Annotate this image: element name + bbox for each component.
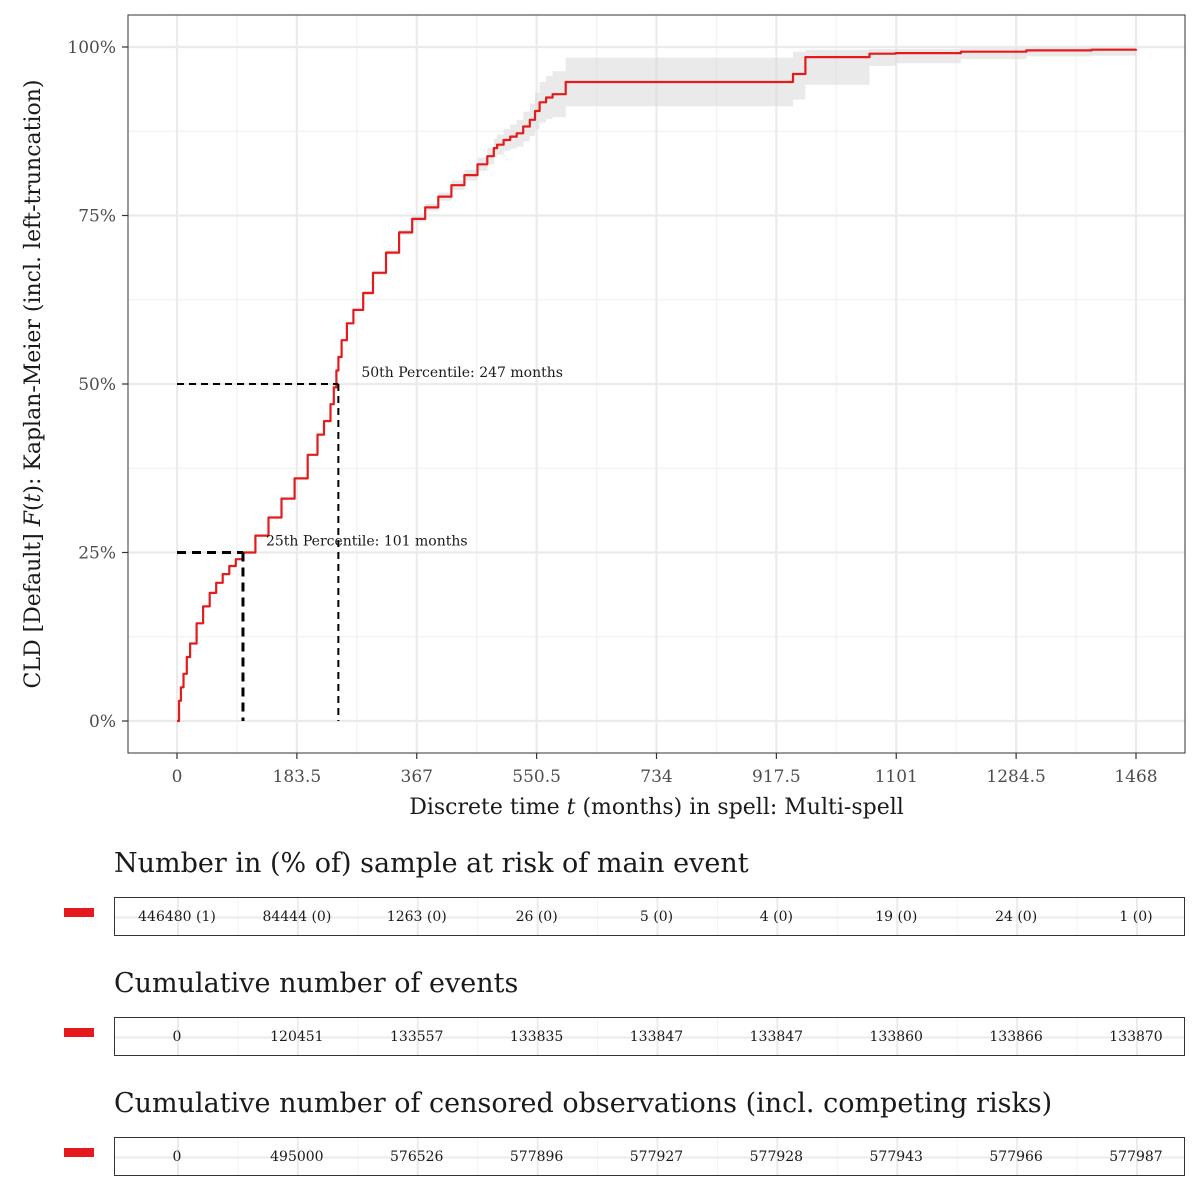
risk-panel-title: Cumulative number of events [114,968,519,999]
risk-table-cell: 133847 [749,1028,804,1045]
risk-table-grid [115,1018,1184,1055]
risk-table-cell: 5 (0) [639,908,674,925]
x-tick-label: 1284.5 [986,767,1045,787]
x-tick-label: 917.5 [752,767,801,787]
x-tick-label: 1468 [1114,767,1157,787]
risk-table-cell: 1263 (0) [386,908,447,925]
risk-table-grid [115,898,1184,935]
y-axis-title: CLD [Default] F(t): Kaplan-Meier (incl. … [21,79,46,688]
x-tick-label: 183.5 [273,767,322,787]
risk-table-cell: 577927 [629,1148,684,1165]
risk-table-cell: 446480 (1) [138,908,216,925]
risk-table-censored: 0 495000 576526 577896 577927 577928 577943 577… [114,1137,1185,1176]
risk-table-cell: 577943 [869,1148,923,1165]
y-tick-label: 50% [78,375,116,395]
risk-panel-title: Number in (% of) sample at risk of main … [114,848,749,879]
x-tick-label: 550.5 [512,767,561,787]
x-tick-label: 0 [172,767,183,787]
x-tick-label: 367 [401,767,433,787]
risk-table-cell: 4 (0) [759,908,793,925]
risk-table-cell: 19 (0) [875,908,918,925]
risk-panel-title: Cumulative number of censored observatio… [114,1088,1053,1119]
risk-table-cell: 24 (0) [995,908,1038,925]
y-tick-label: 75% [78,207,116,227]
risk-table-cell: 133860 [869,1028,923,1045]
risk-table-cell: 577987 [1109,1148,1163,1165]
risk-table-grid [115,1138,1184,1175]
risk-table-cell: 84444 (0) [262,908,332,925]
grid [128,15,1185,753]
risk-table-cell: 576526 [390,1148,444,1165]
x-tick-label: 1101 [875,767,918,787]
strata-key-icon [64,908,94,917]
risk-table-cell: 133557 [390,1028,444,1045]
risk-table-cell: 577896 [509,1148,564,1165]
y-tick-label: 0% [89,712,116,732]
km-curve-line [177,48,1138,723]
risk-table-cell: 495000 [270,1148,324,1165]
strata-key-icon [64,1028,94,1037]
strata-key-icon [64,1148,94,1157]
km-chart: 25th Percentile: 101 months 50th Percenti… [21,14,1186,820]
risk-table-cell: 133866 [989,1028,1043,1045]
km-curve [177,48,1138,723]
risk-table-cell: 133870 [1109,1028,1163,1045]
risk-table-events: 0 120451 133557 133835 133847 133847 133860 133… [114,1017,1185,1056]
risk-table-cell: 0 [172,1028,182,1045]
x-axis-title: Discrete time t (months) in spell: Multi… [409,795,904,820]
percentile-label: 25th Percentile: 101 months [266,534,468,550]
y-tick-label: 100% [67,38,116,58]
risk-table-cell: 0 [172,1148,182,1165]
risk-table-cell: 133847 [629,1028,684,1045]
risk-table-cell: 1 (0) [1119,908,1153,925]
percentile-label: 50th Percentile: 247 months [361,365,563,381]
risk-table-cell: 120451 [270,1028,324,1045]
risk-table-cell: 133835 [509,1028,564,1045]
axes: 0 183.5 367 550.5 734 917.5 1101 1284.5 1468 0% 25… [67,38,1157,787]
risk-table-cell: 577966 [989,1148,1043,1165]
risk-table-cell: 26 (0) [515,908,558,925]
risk-table-at-risk: 446480 (1) 84444 (0) 1263 (0) 26 (0) 5 (0) 4 … [114,897,1185,936]
x-tick-label: 734 [640,767,672,787]
percentile-annotations: 25th Percentile: 101 months 50th Percenti… [177,365,563,721]
y-tick-label: 25% [78,544,116,564]
risk-table-cell: 577928 [749,1148,804,1165]
